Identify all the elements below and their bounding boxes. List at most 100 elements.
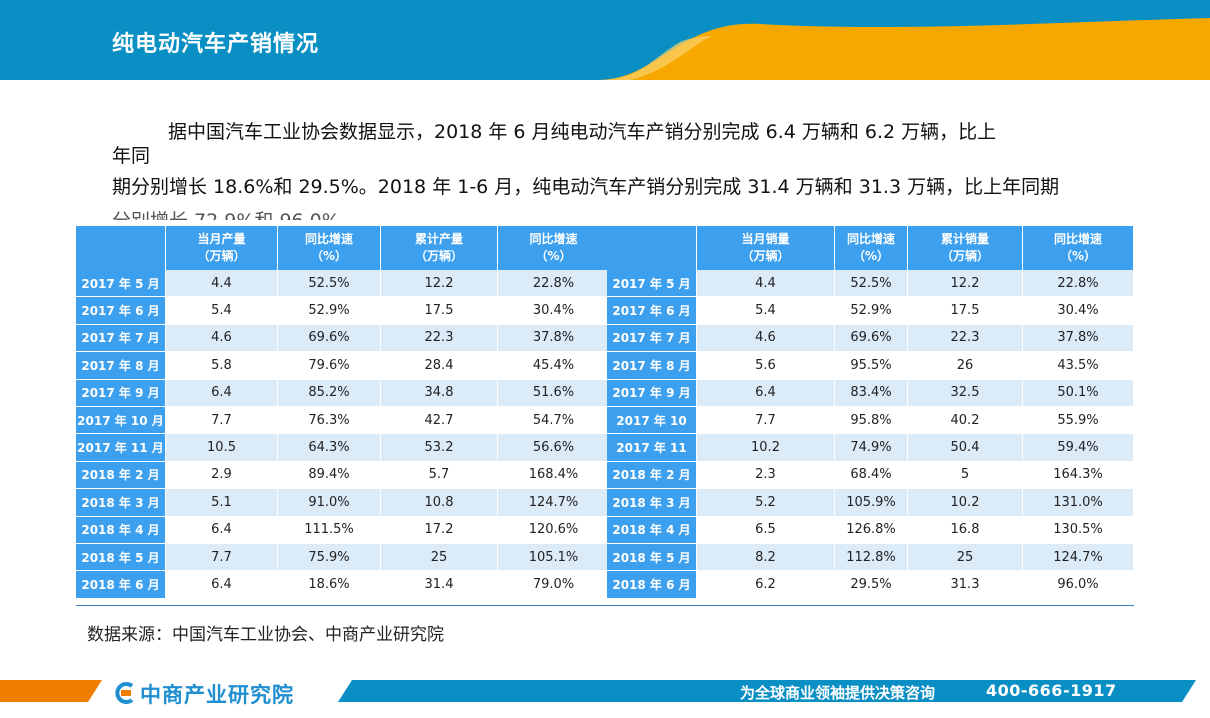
table-row: 2017 年 9 月 6.4 85.2% 34.8 51.6%: [76, 379, 610, 407]
row-month-label: 2017 年 6 月: [76, 297, 166, 325]
header-corner-cell: [607, 226, 697, 270]
table-row: 2018 年 2 月 2.3 68.4% 5 164.3%: [607, 461, 1134, 490]
row-month-label: 2017 年 7 月: [607, 324, 697, 353]
table-cell: 5.8: [166, 352, 278, 380]
table-cell: 37.8%: [1023, 324, 1134, 353]
footer-background: [0, 680, 1196, 705]
row-month-label: 2017 年 5 月: [607, 270, 697, 298]
table-cell: 55.9%: [1023, 406, 1134, 435]
table-cell: 17.5: [908, 297, 1023, 325]
data-source-note: 数据来源：中国汽车工业协会、中商产业研究院: [87, 625, 444, 645]
table-row: 2017 年 8 月 5.6 95.5% 26 43.5%: [607, 352, 1134, 380]
table-cell: 131.0%: [1023, 489, 1134, 517]
row-month-label: 2018 年 2 月: [76, 461, 166, 490]
table-cell: 75.9%: [278, 543, 381, 572]
row-month-label: 2018 年 4 月: [607, 516, 697, 544]
table-cell: 6.4: [166, 379, 278, 407]
row-month-label: 2017 年 9 月: [76, 379, 166, 407]
table-cell: 105.9%: [835, 489, 908, 517]
table-cell: 53.2: [381, 434, 498, 462]
table-cell: 50.4: [908, 434, 1023, 462]
table-cell: 5: [908, 461, 1023, 490]
table-cell: 32.5: [908, 379, 1023, 407]
table-cell: 2.3: [697, 461, 835, 490]
table-cell: 54.7%: [498, 406, 610, 435]
table-cell: 26: [908, 352, 1023, 380]
sales-table: 当月销量 （万辆） 同比增速 （%） 累计销量 （万辆） 同比增速 （%） 2017 年…: [607, 226, 1134, 599]
table-cell: 105.1%: [498, 543, 610, 572]
table-cell: 4.6: [697, 324, 835, 353]
table-cell: 4.4: [697, 270, 835, 298]
table-cell: 52.5%: [278, 270, 381, 298]
table-header-row: 当月销量 （万辆） 同比增速 （%） 累计销量 （万辆） 同比增速 （%）: [607, 226, 1134, 270]
table-cell: 59.4%: [1023, 434, 1134, 462]
table-cell: 22.8%: [1023, 270, 1134, 298]
header-cell: 当月产量 （万辆）: [166, 226, 278, 270]
table-cell: 22.8%: [498, 270, 610, 298]
row-month-label: 2017 年 6 月: [607, 297, 697, 325]
table-cell: 29.5%: [835, 571, 908, 599]
table-cell: 168.4%: [498, 461, 610, 490]
header-cell: 同比增速 （%）: [1023, 226, 1134, 270]
row-month-label: 2017 年 8 月: [76, 352, 166, 380]
table-cell: 74.9%: [835, 434, 908, 462]
table-cell: 40.2: [908, 406, 1023, 435]
table-row: 2017 年 11 10.2 74.9% 50.4 59.4%: [607, 434, 1134, 462]
table-cell: 52.9%: [278, 297, 381, 325]
paragraph-line: 据中国汽车工业协会数据显示，2018 年 6 月纯电动汽车产销分别完成 6.4 …: [168, 121, 997, 143]
table-cell: 34.8: [381, 379, 498, 407]
table-row: 2017 年 8 月 5.8 79.6% 28.4 45.4%: [76, 352, 610, 380]
table-row: 2017 年 7 月 4.6 69.6% 22.3 37.8%: [76, 324, 610, 353]
table-cell: 22.3: [908, 324, 1023, 353]
table-cell: 7.7: [697, 406, 835, 435]
table-cell: 79.6%: [278, 352, 381, 380]
table-cell: 112.8%: [835, 543, 908, 572]
table-cell: 18.6%: [278, 571, 381, 599]
table-row: 2017 年 10 7.7 95.8% 40.2 55.9%: [607, 406, 1134, 435]
row-month-label: 2017 年 7 月: [76, 324, 166, 353]
row-month-label: 2017 年 8 月: [607, 352, 697, 380]
company-logo-icon: [115, 682, 134, 704]
header-corner-cell: [76, 226, 166, 270]
table-row: 2017 年 5 月 4.4 52.5% 12.2 22.8%: [76, 270, 610, 298]
table-cell: 111.5%: [278, 516, 381, 544]
table-cell: 124.7%: [498, 489, 610, 517]
row-month-label: 2018 年 5 月: [76, 543, 166, 572]
table-cell: 6.4: [697, 379, 835, 407]
table-cell: 16.8: [908, 516, 1023, 544]
header-cell: 累计销量 （万辆）: [908, 226, 1023, 270]
table-cell: 10.2: [908, 489, 1023, 517]
table-row: 2018 年 3 月 5.1 91.0% 10.8 124.7%: [76, 489, 610, 517]
table-cell: 6.5: [697, 516, 835, 544]
table-row: 2018 年 6 月 6.2 29.5% 31.3 96.0%: [607, 571, 1134, 599]
table-cell: 5.4: [166, 297, 278, 325]
table-cell: 7.7: [166, 543, 278, 572]
table-cell: 79.0%: [498, 571, 610, 599]
table-row: 2018 年 4 月 6.4 111.5% 17.2 120.6%: [76, 516, 610, 544]
header-background: [0, 0, 1210, 80]
table-row: 2018 年 6 月 6.4 18.6% 31.4 79.0%: [76, 571, 610, 599]
table-cell: 6.4: [166, 516, 278, 544]
table-cell: 31.4: [381, 571, 498, 599]
table-cell: 6.4: [166, 571, 278, 599]
row-month-label: 2017 年 11: [607, 434, 697, 462]
table-cell: 17.2: [381, 516, 498, 544]
row-month-label: 2017 年 9 月: [607, 379, 697, 407]
table-cell: 52.9%: [835, 297, 908, 325]
header-cell: 当月销量 （万辆）: [697, 226, 835, 270]
row-month-label: 2018 年 2 月: [607, 461, 697, 490]
table-cell: 51.6%: [498, 379, 610, 407]
table-cell: 37.8%: [498, 324, 610, 353]
header-cell: 同比增速 （%）: [498, 226, 610, 270]
table-cell: 30.4%: [1023, 297, 1134, 325]
table-cell: 25: [381, 543, 498, 572]
table-cell: 5.2: [697, 489, 835, 517]
row-month-label: 2017 年 5 月: [76, 270, 166, 298]
table-cell: 10.2: [697, 434, 835, 462]
table-cell: 91.0%: [278, 489, 381, 517]
table-cell: 4.6: [166, 324, 278, 353]
table-cell: 42.7: [381, 406, 498, 435]
table-cell: 95.8%: [835, 406, 908, 435]
table-cell: 5.6: [697, 352, 835, 380]
table-row: 2018 年 5 月 7.7 75.9% 25 105.1%: [76, 543, 610, 572]
